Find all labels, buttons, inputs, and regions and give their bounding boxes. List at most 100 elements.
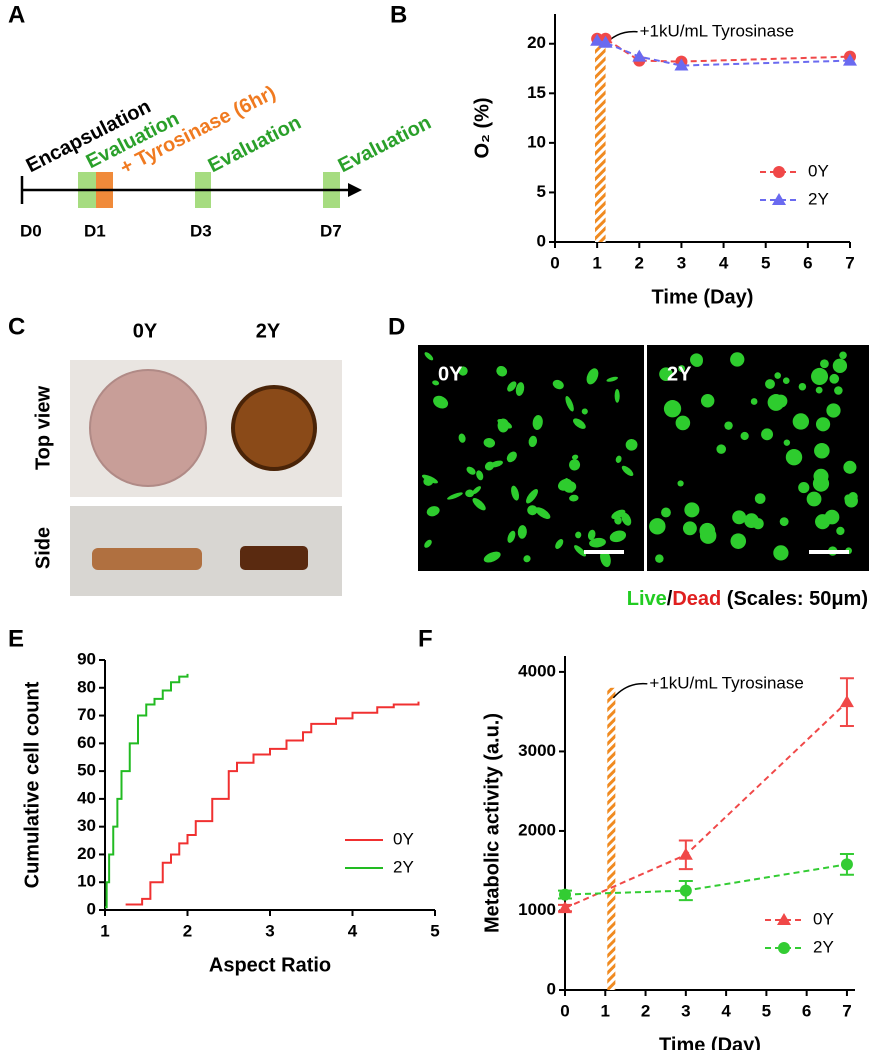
cell xyxy=(507,381,517,392)
gel-2y xyxy=(231,385,317,471)
x-tick-label: 6 xyxy=(802,1001,811,1020)
x-tick-label: 7 xyxy=(842,1001,851,1020)
cell xyxy=(744,513,759,529)
cell xyxy=(523,555,531,563)
cell xyxy=(811,367,829,385)
cell xyxy=(625,438,638,451)
cell xyxy=(798,382,807,391)
cell xyxy=(484,461,495,471)
x-tick-label: 5 xyxy=(761,253,770,272)
y-tick-label: 60 xyxy=(77,733,96,752)
legend-marker xyxy=(773,166,785,178)
point xyxy=(839,695,854,708)
cell xyxy=(532,415,543,430)
cell xyxy=(424,539,432,548)
cell xyxy=(750,398,758,405)
micrographs: D Live/Dead (Scales: 50μm) 0Y 2Y xyxy=(388,313,869,610)
caption-part: (Scales: 50μm) xyxy=(721,588,868,610)
arrow-head xyxy=(348,183,362,197)
cell xyxy=(575,531,582,539)
cell xyxy=(773,545,789,561)
annotation: +1kU/mL Tyrosinase xyxy=(640,21,795,40)
cell xyxy=(526,489,538,504)
point xyxy=(590,33,605,46)
cell xyxy=(843,460,857,474)
y-tick-label: 20 xyxy=(77,844,96,863)
cell xyxy=(815,386,823,394)
cell xyxy=(426,506,440,517)
cell xyxy=(774,372,781,379)
cell xyxy=(511,485,520,501)
cell xyxy=(730,352,745,367)
gel-side-0y xyxy=(92,548,202,570)
panel-label: A xyxy=(8,1,25,28)
cell xyxy=(820,359,829,369)
x-tick-label: 2 xyxy=(641,1001,650,1020)
x-tick-label: 1 xyxy=(592,253,601,272)
cell xyxy=(826,403,841,418)
y-tick-label: 5 xyxy=(537,182,546,201)
cell xyxy=(432,380,440,386)
cell xyxy=(661,507,671,518)
cell xyxy=(699,527,717,544)
cell xyxy=(611,509,626,520)
cell xyxy=(433,395,449,409)
panel-label: F xyxy=(418,625,433,652)
image-label: 0Y xyxy=(438,363,463,385)
cell xyxy=(517,525,527,539)
x-tick-label: 3 xyxy=(265,921,274,940)
gel-side-2y xyxy=(240,546,308,570)
cell xyxy=(730,533,747,549)
legend-marker xyxy=(778,942,790,954)
cell xyxy=(483,438,496,448)
y-tick-label: 20 xyxy=(527,33,546,52)
caption-part: / xyxy=(667,588,673,610)
cell xyxy=(655,554,664,563)
y-tick-label: 0 xyxy=(87,899,96,918)
row-label: Side xyxy=(32,527,54,569)
cell xyxy=(571,454,579,460)
cell xyxy=(447,492,463,500)
x-axis-label: Time (Day) xyxy=(659,1034,761,1050)
column-label: 0Y xyxy=(133,320,158,342)
cell xyxy=(581,408,588,415)
cell xyxy=(659,367,673,381)
y-tick-label: 4000 xyxy=(518,661,556,680)
cell xyxy=(466,466,476,475)
cell xyxy=(815,417,831,432)
cell xyxy=(614,389,620,403)
timeline: A D0 D1 D3 D7 Encapsulation Evaluation +… xyxy=(8,1,435,240)
cell xyxy=(782,377,790,385)
cell xyxy=(678,365,686,373)
cell xyxy=(839,351,847,360)
y-tick-label: 30 xyxy=(77,816,96,835)
legend-marker xyxy=(777,913,791,925)
y-axis-label: Cumulative cell count xyxy=(21,681,43,888)
cell xyxy=(421,474,438,484)
cell xyxy=(565,396,574,412)
legend-label: 0Y xyxy=(808,161,829,180)
y-tick-label: 15 xyxy=(527,83,546,102)
cell xyxy=(424,352,434,361)
panel-label: E xyxy=(8,625,24,652)
series-line xyxy=(125,701,420,906)
cell xyxy=(724,421,733,430)
cell xyxy=(774,394,788,408)
cell xyxy=(483,551,501,563)
y-tick-label: 3000 xyxy=(518,741,556,760)
x-tick-label: 1 xyxy=(601,1001,610,1020)
cell xyxy=(761,428,774,441)
cell xyxy=(497,418,509,433)
y-tick-label: 10 xyxy=(77,872,96,891)
x-tick-label: 3 xyxy=(681,1001,690,1020)
cell xyxy=(690,353,703,367)
cell xyxy=(621,512,632,526)
cell xyxy=(834,386,843,395)
y-tick-label: 0 xyxy=(537,231,546,250)
cell xyxy=(792,413,810,430)
point xyxy=(632,49,647,62)
cell xyxy=(798,481,810,494)
cell xyxy=(740,431,749,441)
cell xyxy=(515,382,525,396)
cell xyxy=(754,493,766,504)
